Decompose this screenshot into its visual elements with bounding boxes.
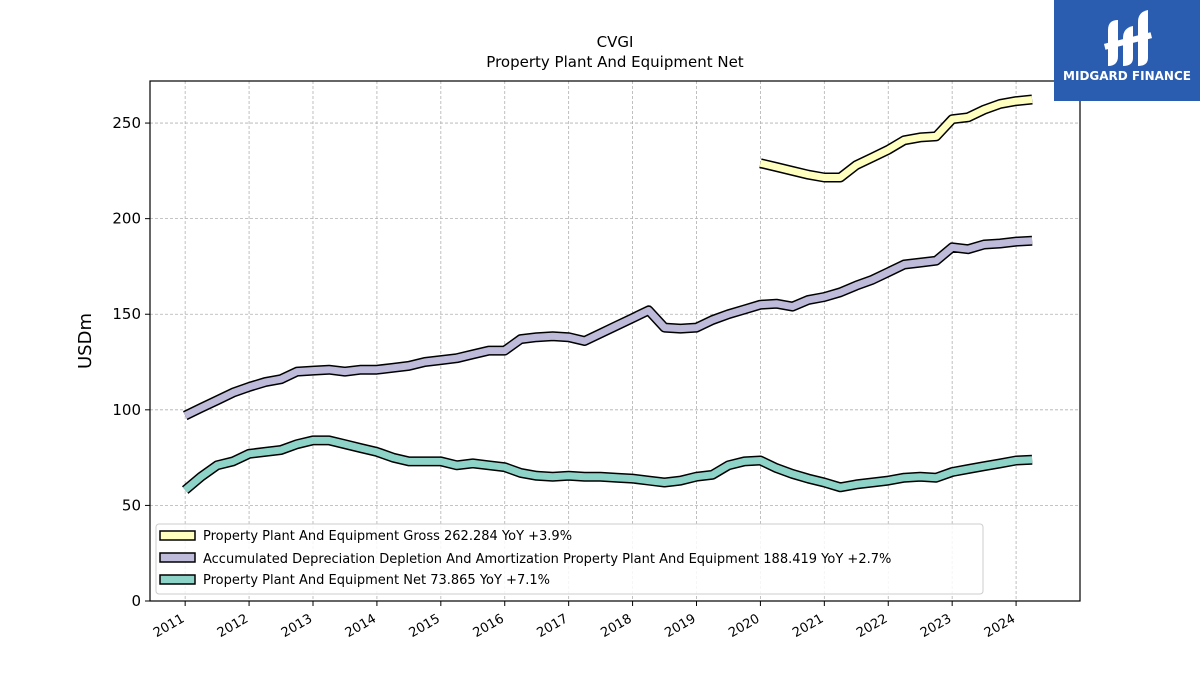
y-tick-label: 200 <box>112 210 141 228</box>
series-line-net <box>182 436 1033 493</box>
legend: Property Plant And Equipment Gross 262.2… <box>155 523 984 595</box>
y-tick-label: 250 <box>112 114 141 132</box>
chart-subtitle: Property Plant And Equipment Net <box>486 53 743 71</box>
x-axis: 2011 2012 2013 2014 2015 2016 2017 2018 2019 2020… <box>151 601 1018 641</box>
grid-lines <box>150 81 1080 602</box>
series-line-gross-outline <box>759 94 1033 183</box>
legend-label-gross: Property Plant And Equipment Gross 262.2… <box>203 529 572 544</box>
legend-swatch-depreciation <box>159 552 196 563</box>
series-line-gross <box>759 96 1033 181</box>
brand-name: MIDGARD FINANCE <box>1063 69 1191 83</box>
y-tick-label: 50 <box>122 496 141 514</box>
chart-title: CVGI <box>597 33 634 51</box>
x-tick-label: 2015 <box>407 611 443 641</box>
y-tick-label: 100 <box>112 401 141 419</box>
legend-label-depreciation: Accumulated Depreciation Depletion And A… <box>203 552 891 567</box>
legend-swatch-net <box>159 574 196 585</box>
x-tick-label: 2014 <box>343 611 379 641</box>
x-tick-label: 2020 <box>726 611 762 641</box>
legend-label-net: Property Plant And Equipment Net 73.865 … <box>203 573 550 588</box>
x-tick-label: 2024 <box>982 611 1018 641</box>
plot-frame <box>149 80 1081 602</box>
legend-swatch-gross <box>159 530 196 541</box>
y-tick-label: 0 <box>131 592 141 610</box>
midgard-logo-icon <box>1103 10 1153 66</box>
x-tick-label: 2012 <box>215 611 251 641</box>
x-tick-label: 2019 <box>662 611 698 641</box>
series-line-depreciation <box>183 237 1033 419</box>
y-axis-label: USDm <box>75 313 96 369</box>
x-tick-label: 2016 <box>471 611 507 641</box>
x-tick-label: 2023 <box>918 611 954 641</box>
brand-badge: MIDGARD FINANCE <box>1054 0 1200 101</box>
x-tick-label: 2022 <box>854 611 890 641</box>
x-tick-label: 2011 <box>151 611 187 641</box>
x-tick-label: 2021 <box>790 611 826 641</box>
y-tick-label: 150 <box>112 305 141 323</box>
x-tick-label: 2017 <box>534 611 570 641</box>
legend-box <box>155 523 984 595</box>
series-line-net-outline <box>181 435 1033 494</box>
x-tick-label: 2013 <box>279 611 315 641</box>
x-tick-label: 2018 <box>598 611 634 641</box>
series-layer <box>181 94 1033 494</box>
y-axis: 0 50 100 150 200 250 <box>112 114 150 610</box>
